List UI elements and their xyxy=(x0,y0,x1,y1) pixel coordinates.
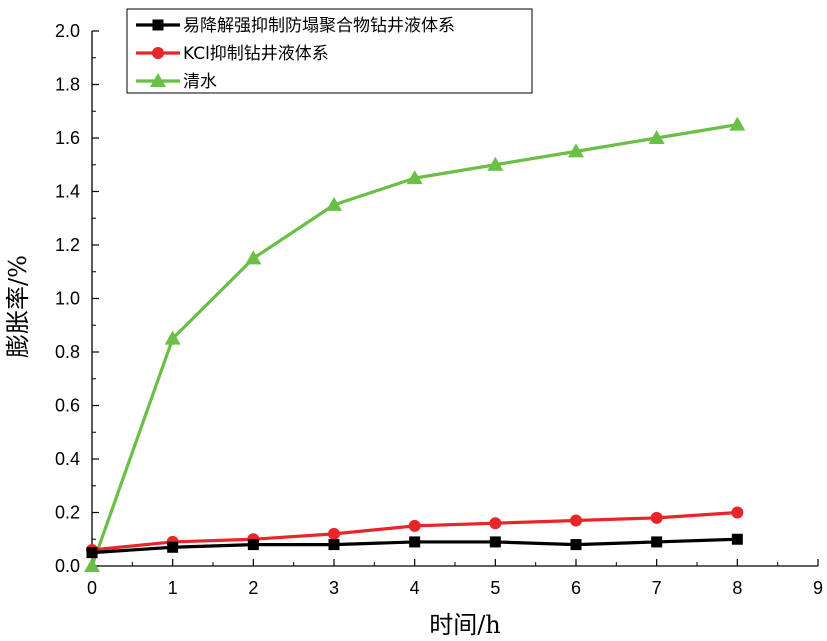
data-point xyxy=(487,156,504,171)
x-axis-label: 时间/h xyxy=(429,611,501,639)
x-tick-label: 2 xyxy=(248,578,258,598)
y-tick-label: 2.0 xyxy=(55,21,80,41)
data-point xyxy=(406,170,423,185)
x-tick-label: 0 xyxy=(87,578,97,598)
data-point xyxy=(570,514,582,527)
legend-marker xyxy=(152,47,164,59)
legend-item: 清水 xyxy=(136,72,217,92)
y-tick-label: 0.4 xyxy=(55,449,80,469)
legend-item: 易降解强抑制防塌聚合物钻井液体系 xyxy=(136,16,455,36)
data-point xyxy=(84,558,100,572)
legend-label: KCl抑制钻井液体系 xyxy=(183,44,329,64)
data-point xyxy=(568,143,584,158)
x-tick-label: 5 xyxy=(490,578,500,598)
data-point xyxy=(570,539,582,551)
y-tick-label: 1.0 xyxy=(55,289,80,309)
x-tick-label: 9 xyxy=(813,578,823,598)
x-tick-label: 8 xyxy=(732,578,742,598)
data-point xyxy=(164,330,181,345)
series-line xyxy=(90,123,738,567)
legend-box xyxy=(126,8,533,94)
legend-label: 清水 xyxy=(183,72,217,92)
y-axis-label: 膨胀率/% xyxy=(4,255,32,358)
x-tick-label: 7 xyxy=(652,578,662,598)
data-point xyxy=(489,536,501,548)
legend-marker xyxy=(152,19,164,31)
series-1 xyxy=(86,533,743,559)
series-2 xyxy=(86,506,744,556)
y-tick-label: 1.4 xyxy=(55,182,80,202)
y-tick-label: 0.2 xyxy=(55,503,80,523)
data-point xyxy=(86,547,98,559)
data-point xyxy=(731,506,744,519)
data-point xyxy=(245,250,262,265)
data-point xyxy=(651,536,663,548)
series-layer xyxy=(84,116,746,572)
y-tick-label: 1.6 xyxy=(55,128,80,148)
data-point xyxy=(167,541,179,553)
series-3 xyxy=(84,116,746,572)
axes: 0.0 0.2 0.4 0.6 0.8 1.0 1.2 1.4 1.6 1.8 2.0 0 1 2 3 4 5 6… xyxy=(55,21,823,598)
data-point xyxy=(409,536,421,548)
legend-label: 易降解强抑制防塌聚合物钻井液体系 xyxy=(183,16,455,36)
data-point xyxy=(648,130,665,144)
y-tick-label: 0.0 xyxy=(55,556,80,576)
legend-marker xyxy=(150,73,166,87)
data-point xyxy=(729,116,746,131)
data-point xyxy=(731,533,743,545)
legend-item: KCl抑制钻井液体系 xyxy=(136,44,329,64)
y-tick-label: 1.2 xyxy=(55,235,80,255)
x-tick-label: 4 xyxy=(410,578,420,598)
x-tick-label: 3 xyxy=(329,578,339,598)
data-point xyxy=(326,196,342,211)
data-point xyxy=(328,527,340,540)
x-tick-label: 1 xyxy=(168,578,178,598)
data-point xyxy=(650,511,663,524)
data-point xyxy=(489,517,502,530)
x-tick-label: 6 xyxy=(571,578,581,598)
y-tick-label: 0.8 xyxy=(55,342,80,362)
y-tick-label: 0.6 xyxy=(55,396,80,416)
y-tick-label: 1.8 xyxy=(55,75,80,95)
data-point xyxy=(247,539,259,551)
data-point xyxy=(408,519,421,532)
data-point xyxy=(328,539,340,551)
